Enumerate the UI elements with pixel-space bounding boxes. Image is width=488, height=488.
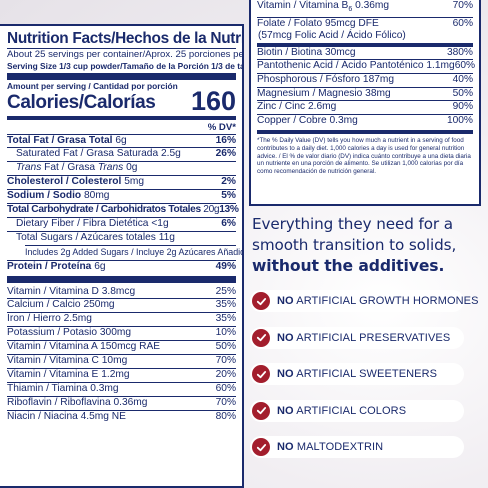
vitamin-row: Zinc / Cinc 2.6mg 90% bbox=[257, 100, 473, 113]
badge-no-artificial-sweeteners: NO ARTIFICIAL SWEETENERS bbox=[250, 363, 464, 386]
vitamin-row: Magnesium / Magnesio 38mg 50% bbox=[257, 86, 473, 99]
check-circle-icon bbox=[252, 365, 270, 384]
vitamin-mineral-list: Vitamin / Vitamina D 3.8mcg 25% Calcium / … bbox=[7, 286, 236, 424]
calories-value: 160 bbox=[190, 85, 236, 116]
vitamin-row: Folate / Folato 95mcg DFE 60% bbox=[257, 16, 473, 29]
calories-label: Calories/Calorías bbox=[7, 91, 156, 113]
vitamin-row: Phosphorous / Fósforo 187mg 40% bbox=[257, 73, 473, 85]
check-circle-icon bbox=[252, 328, 270, 347]
nutrient-row-cholesterol: Cholesterol / Colesterol 5mg 2% bbox=[7, 176, 236, 188]
nutrient-row-total-carbohydrate: Total Carbohydrate / Carbohidratos Total… bbox=[7, 204, 239, 216]
nutrient-row-protein: Protein / Proteína 6g 49% bbox=[7, 260, 236, 272]
vitamin-mineral-list-continued: Vitamin / Vitamina B6 0.36mg 70% Folate / … bbox=[257, 0, 476, 127]
vitamin-row: Vitamin / Vitamina A 150mcg RAE 50% bbox=[7, 341, 236, 353]
vitamin-row: Iron / Hierro 2.5mg 35% bbox=[7, 313, 236, 325]
nutrient-row-total-fat: Total Fat / Grasa Total 6g 16% bbox=[7, 134, 236, 146]
headline: Everything they need for a smooth transi… bbox=[252, 214, 484, 277]
headline-line-1: Everything they need for a bbox=[252, 215, 453, 233]
vitamin-row: Vitamin / Vitamina E 1.2mg 20% bbox=[7, 369, 236, 380]
vitamin-row: (57mcg Folic Acid / Ácido Fólico) bbox=[258, 30, 406, 42]
nutrition-facts-title: Nutrition Facts/Hechos de la Nutrición bbox=[7, 30, 242, 47]
amount-per-serving: Amount per serving / Cantidad por porció… bbox=[7, 80, 178, 91]
daily-value-header: % DV* bbox=[207, 121, 236, 133]
nutrient-row-dietary-fiber: Dietary Fiber / Fibra Dietética <1g 6% bbox=[16, 217, 236, 229]
vitamin-row: Vitamin / Vitamina C 10mg 70% bbox=[7, 355, 236, 367]
nutrient-row-trans-fat: Trans Fat / Grasa Trans 0g bbox=[16, 162, 138, 174]
vitamin-row: Niacin / Niacina 4.5mg NE 80% bbox=[7, 410, 236, 422]
vitamin-row: Vitamin / Vitamina D 3.8mcg 25% bbox=[7, 285, 236, 297]
nutrition-facts-panel: Nutrition Facts/Hechos de la Nutrición A… bbox=[0, 24, 244, 488]
vitamin-row: Vitamin / Vitamina B6 0.36mg 70% bbox=[257, 0, 473, 14]
vitamin-row: Pantothenic Acid / Ácido Pantoténico 1.1… bbox=[257, 59, 476, 72]
vitamin-row: Thiamin / Tiamina 0.3mg 60% bbox=[7, 382, 236, 394]
serving-size: Serving Size 1/3 cup powder/Tamaño de la… bbox=[7, 60, 244, 71]
badge-no-artificial-preservatives: NO ARTIFICIAL PRESERVATIVES bbox=[250, 326, 464, 349]
vitamin-row: Riboflavin / Riboflavina 0.36mg 70% bbox=[7, 396, 236, 408]
vitamin-row: Calcium / Calcio 250mg 35% bbox=[7, 299, 236, 311]
badge-no-maltodextrin: NO MALTODEXTRIN bbox=[250, 436, 464, 459]
nutrition-facts-continued-panel: Vitamin / Vitamina B6 0.36mg 70% Folate / … bbox=[249, 0, 481, 206]
nutrient-row-total-sugars: Total Sugars / Azúcares totales 11g bbox=[16, 231, 175, 243]
no-additives-badge-list: NO ARTIFICIAL GROWTH HORMONES NO ARTIFIC… bbox=[250, 290, 482, 473]
check-circle-icon bbox=[252, 292, 270, 310]
vitamin-row: Copper / Cobre 0.3mg 100% bbox=[257, 113, 473, 126]
nutrient-row-saturated-fat: Saturated Fat / Grasa Saturada 2.5g 26% bbox=[16, 148, 236, 160]
servings-per-container: About 25 servings per container/Aprox. 2… bbox=[7, 49, 244, 60]
badge-no-artificial-colors: NO ARTIFICIAL COLORS bbox=[250, 399, 464, 422]
calories-row: Calories/Calorías 160 bbox=[7, 85, 236, 116]
check-circle-icon bbox=[252, 438, 270, 457]
badge-no-artificial-growth-hormones: NO ARTIFICIAL GROWTH HORMONES bbox=[250, 290, 478, 312]
nutrient-row-added-sugars: Includes 2g Added Sugars / Incluye 2g Az… bbox=[25, 246, 244, 257]
vitamin-row: Biotin / Biotina 30mcg 380% bbox=[257, 42, 473, 60]
headline-line-3: without the additives. bbox=[252, 257, 445, 275]
nutrient-row-sodium: Sodium / Sodio 80mg 5% bbox=[7, 190, 236, 202]
headline-line-2: smooth transition to solids, bbox=[252, 236, 457, 254]
check-circle-icon bbox=[252, 401, 270, 420]
vitamin-row: Potassium / Potasio 300mg 10% bbox=[7, 327, 236, 339]
daily-value-footnote: *The % Daily Value (DV) tells you how mu… bbox=[257, 130, 473, 175]
